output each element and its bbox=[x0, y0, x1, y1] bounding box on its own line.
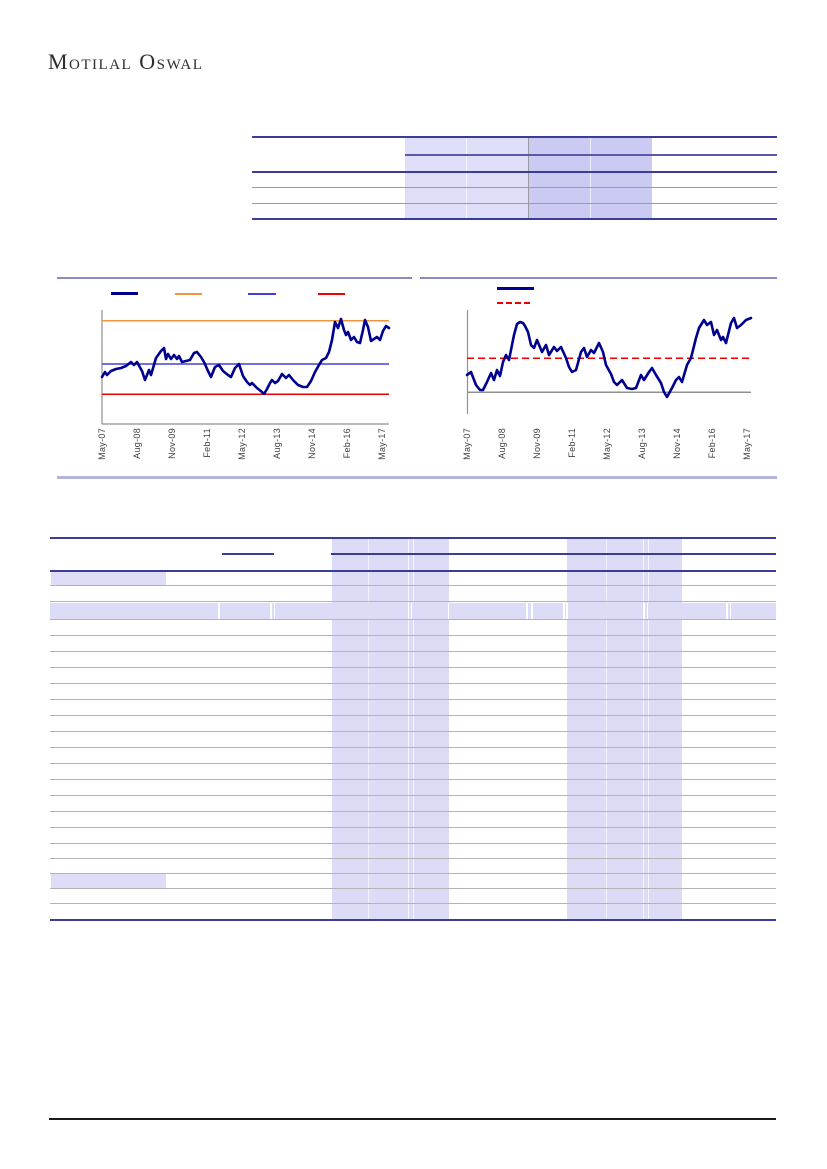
summary-table-subheader-rule bbox=[405, 154, 777, 156]
x-axis-label: Nov-09 bbox=[532, 428, 542, 459]
table-row-rule bbox=[50, 843, 776, 844]
x-axis-label: Nov-14 bbox=[672, 428, 682, 459]
legend-swatch-line bbox=[497, 287, 534, 290]
table-row-rule bbox=[50, 827, 776, 828]
financials-column-band-1 bbox=[331, 538, 449, 920]
cell-gap bbox=[410, 602, 413, 619]
summary-table-row-rule bbox=[252, 171, 777, 173]
band-column-divider bbox=[368, 538, 369, 920]
legend-swatch-line bbox=[111, 292, 138, 295]
cell-gap bbox=[407, 602, 410, 619]
table-row-rule bbox=[50, 585, 776, 586]
x-axis-label: Feb-11 bbox=[567, 428, 577, 458]
brand-logo: Motilal Oswal bbox=[48, 49, 204, 74]
financials-column-band-2 bbox=[566, 538, 682, 920]
data-series-line bbox=[465, 316, 753, 399]
summary-table-cell-divider bbox=[590, 138, 591, 218]
charts-bottom-separator bbox=[57, 476, 777, 479]
cell-gap bbox=[218, 602, 220, 619]
table-row-rule bbox=[50, 731, 776, 732]
summary-table bbox=[252, 136, 777, 220]
chart-plot-area bbox=[100, 310, 391, 425]
chart-left-top-separator bbox=[57, 277, 412, 279]
summary-table-band-divider bbox=[528, 138, 529, 218]
financials-header-rule-right bbox=[331, 553, 776, 555]
cell-gap bbox=[643, 602, 645, 619]
financials-header-rule bbox=[50, 570, 776, 572]
cell-gap bbox=[646, 602, 649, 619]
table-row-rule bbox=[50, 903, 776, 904]
table-row-rule bbox=[50, 651, 776, 652]
cell-gap bbox=[729, 602, 732, 619]
table-row-rule bbox=[50, 779, 776, 780]
summary-table-top-border bbox=[252, 136, 777, 138]
table-row-rule bbox=[50, 811, 776, 812]
financials-top-border bbox=[50, 537, 776, 539]
band-column-divider bbox=[647, 538, 649, 920]
x-axis-label: May-07 bbox=[97, 428, 107, 460]
data-series-line bbox=[100, 317, 391, 396]
financials-highlight-row bbox=[50, 602, 776, 619]
cell-gap bbox=[270, 602, 272, 619]
x-axis-label: May-12 bbox=[237, 428, 247, 460]
x-axis-label: Aug-08 bbox=[132, 428, 142, 459]
table-row-rule bbox=[50, 601, 776, 602]
legend-swatch-line bbox=[318, 293, 345, 295]
legend-swatch-line bbox=[175, 293, 202, 295]
band-column-divider bbox=[413, 538, 414, 920]
cell-gap bbox=[726, 602, 728, 619]
financials-bottom-border bbox=[50, 919, 776, 921]
financials-header-underline bbox=[222, 553, 274, 555]
x-axis-label: May-12 bbox=[602, 428, 612, 460]
band-column-divider bbox=[642, 538, 644, 920]
table-row-rule bbox=[50, 715, 776, 716]
financials-left-highlight-cell bbox=[51, 570, 166, 585]
x-axis-label: Aug-13 bbox=[272, 428, 282, 459]
cell-gap bbox=[526, 602, 528, 619]
table-row-rule bbox=[50, 635, 776, 636]
band-column-divider bbox=[606, 538, 607, 920]
table-row-rule bbox=[50, 619, 776, 620]
x-axis-label: Aug-13 bbox=[637, 428, 647, 459]
x-axis-label: Nov-09 bbox=[167, 428, 177, 459]
chart-right-top-separator bbox=[420, 277, 777, 279]
x-axis-label: Feb-11 bbox=[202, 428, 212, 458]
legend-swatch-dashed bbox=[497, 302, 530, 304]
x-axis-label: Feb-16 bbox=[707, 428, 717, 459]
cell-gap bbox=[563, 602, 565, 619]
summary-table-bottom-border bbox=[252, 218, 777, 220]
table-row-rule bbox=[50, 747, 776, 748]
cell-gap bbox=[531, 602, 533, 619]
summary-table-row-rule bbox=[252, 203, 777, 204]
table-row-rule bbox=[50, 763, 776, 764]
table-row-rule bbox=[50, 667, 776, 668]
x-axis-label: Aug-08 bbox=[497, 428, 507, 459]
summary-table-row-rule bbox=[252, 187, 777, 188]
table-row-rule bbox=[50, 699, 776, 700]
table-row-rule bbox=[50, 888, 776, 889]
cell-gap bbox=[273, 602, 276, 619]
x-axis-label: Feb-16 bbox=[342, 428, 352, 459]
cell-gap bbox=[447, 602, 450, 619]
x-axis-label: May-17 bbox=[742, 428, 752, 460]
band-column-divider bbox=[407, 538, 409, 920]
table-row-rule bbox=[50, 795, 776, 796]
x-axis-label: May-07 bbox=[462, 428, 472, 460]
x-axis-label: Nov-14 bbox=[307, 428, 317, 459]
cell-gap bbox=[566, 602, 568, 619]
financials-table bbox=[50, 537, 776, 922]
summary-table-cell-divider bbox=[466, 138, 467, 218]
x-axis-label: May-17 bbox=[377, 428, 387, 460]
financials-left-highlight-cell bbox=[51, 873, 166, 888]
table-row-rule bbox=[50, 683, 776, 684]
footer-rule bbox=[49, 1118, 776, 1120]
chart-plot-area bbox=[465, 310, 753, 414]
legend-swatch-line bbox=[248, 293, 276, 295]
table-row-rule bbox=[50, 873, 776, 874]
table-row-rule bbox=[50, 858, 776, 859]
